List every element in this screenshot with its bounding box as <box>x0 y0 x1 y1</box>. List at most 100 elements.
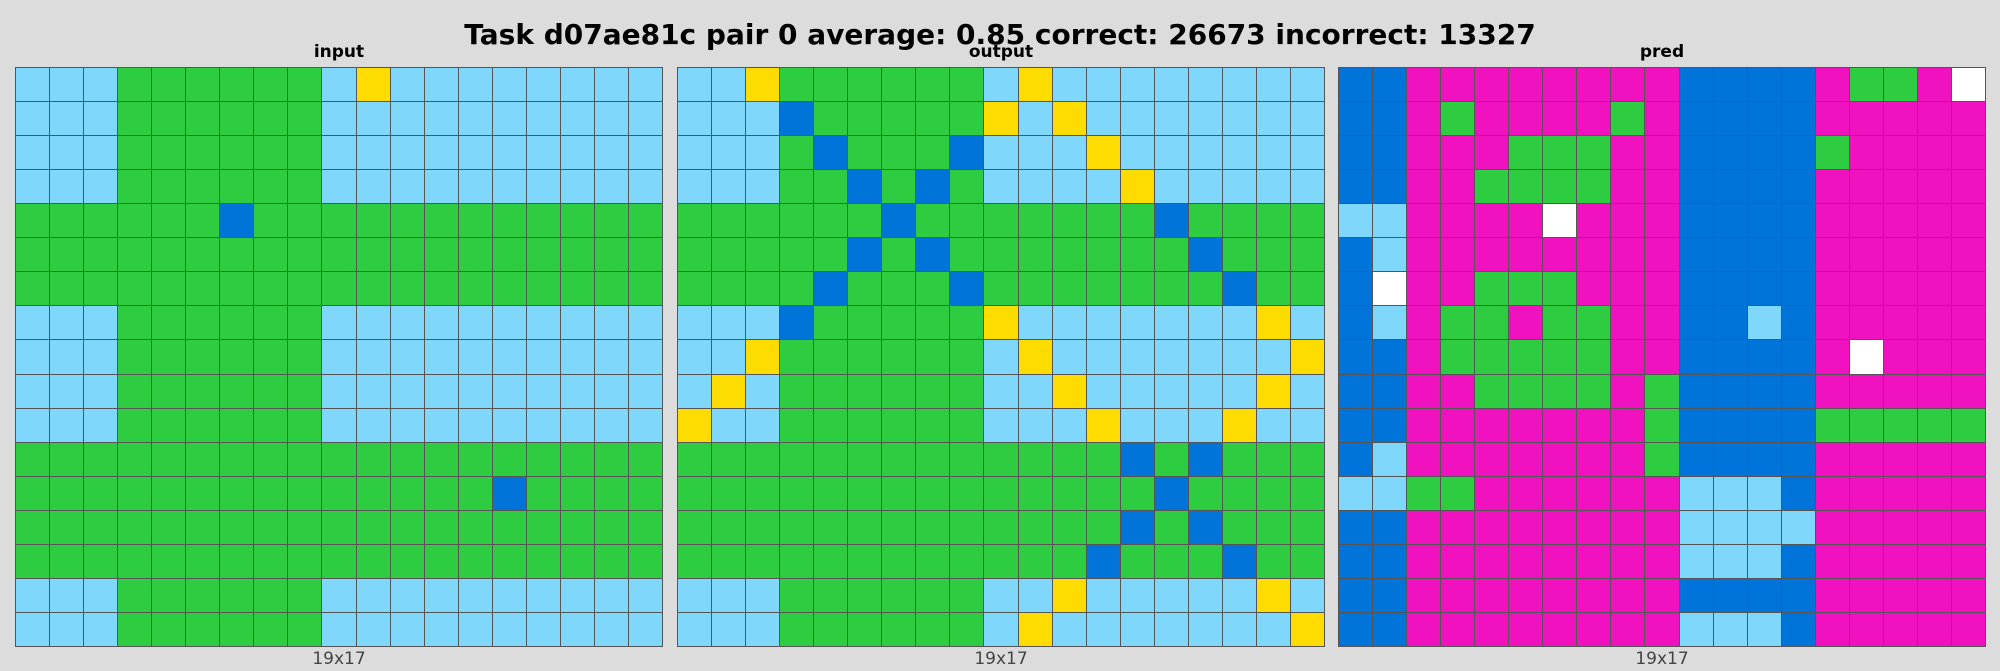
grid-cell <box>746 238 780 272</box>
grid-cell <box>458 442 492 476</box>
grid-cell <box>712 238 746 272</box>
grid-cell <box>1543 204 1577 238</box>
grid-cell <box>1086 408 1120 442</box>
grid-cell <box>1781 544 1815 578</box>
grid-cell <box>1120 476 1154 510</box>
grid-cell <box>712 408 746 442</box>
grid-cell <box>1747 476 1781 510</box>
grid-cell <box>746 612 780 646</box>
grid-cell <box>1441 612 1475 646</box>
grid-cell <box>288 374 322 408</box>
grid-cell <box>950 68 984 102</box>
grid-cell <box>594 476 628 510</box>
grid-cell <box>492 510 526 544</box>
grid-cell <box>1441 102 1475 136</box>
grid-cell <box>1339 442 1373 476</box>
grid-cell <box>458 238 492 272</box>
grid-cell <box>560 612 594 646</box>
grid-cell <box>1222 612 1256 646</box>
grid-cell <box>712 306 746 340</box>
grid-cell <box>594 374 628 408</box>
grid-cell <box>814 408 848 442</box>
grid-cell <box>254 544 288 578</box>
grid-cell <box>1713 102 1747 136</box>
grid-cell <box>882 102 916 136</box>
grid-cell <box>712 204 746 238</box>
grid-cell <box>1222 544 1256 578</box>
grid-cell <box>152 612 186 646</box>
grid-cell <box>1188 442 1222 476</box>
grid-cell <box>1883 340 1917 374</box>
grid-cell <box>560 544 594 578</box>
grid-cell <box>1951 306 1985 340</box>
grid-cell <box>1188 272 1222 306</box>
grid-cell <box>356 578 390 612</box>
panel-footer-input: 19x17 <box>312 649 366 669</box>
grid-cell <box>526 612 560 646</box>
grid-cell <box>1577 272 1611 306</box>
grid-cell <box>916 238 950 272</box>
grid-cell <box>1679 170 1713 204</box>
grid-cell <box>560 476 594 510</box>
grid-cell <box>1222 510 1256 544</box>
grid-cell <box>984 102 1018 136</box>
grid-cell <box>678 544 712 578</box>
grid-cell <box>16 476 50 510</box>
grid-cell <box>560 340 594 374</box>
grid-cell <box>916 408 950 442</box>
grid-cell <box>678 204 712 238</box>
grid-cell <box>254 510 288 544</box>
grid-cell <box>1883 544 1917 578</box>
grid-cell <box>1951 340 1985 374</box>
grid-cell <box>220 442 254 476</box>
grid-cell <box>1256 408 1290 442</box>
grid-cell <box>628 578 662 612</box>
grid-cell <box>1679 102 1713 136</box>
grid-cell <box>1373 374 1407 408</box>
grid-cell <box>1509 544 1543 578</box>
grid-cell <box>1679 238 1713 272</box>
grid-cell <box>628 102 662 136</box>
grid-cell <box>1577 408 1611 442</box>
grid-cell <box>984 340 1018 374</box>
grid-cell <box>1713 272 1747 306</box>
grid-cell <box>594 170 628 204</box>
grid-cell <box>1849 442 1883 476</box>
grid-cell <box>1747 136 1781 170</box>
grid-cell <box>186 204 220 238</box>
grid-cell <box>1052 272 1086 306</box>
grid-cell <box>322 374 356 408</box>
grid-cell <box>254 170 288 204</box>
grid-cell <box>712 170 746 204</box>
grid-cell <box>1086 204 1120 238</box>
grid-cell <box>1577 374 1611 408</box>
grid-cell <box>1815 476 1849 510</box>
grid-cell <box>1781 612 1815 646</box>
grid-cell <box>1645 408 1679 442</box>
grid-cell <box>1611 238 1645 272</box>
grid-cell <box>1815 204 1849 238</box>
grid-cell <box>1290 204 1324 238</box>
grid-cell <box>1883 68 1917 102</box>
grid-cell <box>1781 238 1815 272</box>
grid-cell <box>186 340 220 374</box>
grid-cell <box>678 238 712 272</box>
grid-cell <box>1222 238 1256 272</box>
grid-cell <box>746 170 780 204</box>
grid-cell <box>1883 374 1917 408</box>
grid-cell <box>1222 340 1256 374</box>
grid-cell <box>1917 612 1951 646</box>
grid-cell <box>1577 306 1611 340</box>
grid-cell <box>950 612 984 646</box>
grid-cell <box>1611 136 1645 170</box>
grid-cell <box>1577 170 1611 204</box>
grid-cell <box>746 102 780 136</box>
grid-cell <box>288 68 322 102</box>
grid-cell <box>322 510 356 544</box>
grid-cell <box>50 306 84 340</box>
grid-cell <box>1509 272 1543 306</box>
grid-cell <box>492 238 526 272</box>
grid-cell <box>1883 578 1917 612</box>
grid-cell <box>1713 136 1747 170</box>
grid-cell <box>814 510 848 544</box>
